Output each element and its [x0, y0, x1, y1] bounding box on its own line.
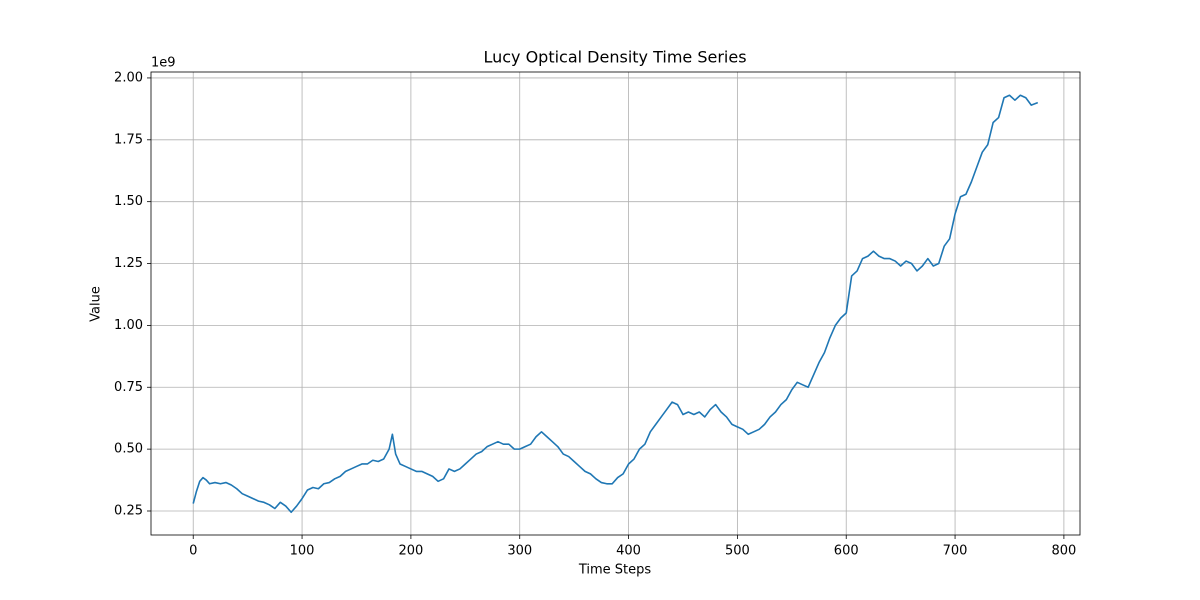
- y-offset-text: 1e9: [151, 56, 176, 71]
- x-tick-label: 0: [189, 544, 197, 559]
- x-tick-label: 500: [725, 544, 750, 559]
- y-tick-label: 0.50: [114, 442, 143, 457]
- y-axis-label: Value: [89, 286, 104, 322]
- x-tick-label: 300: [507, 544, 532, 559]
- y-tick-label: 1.75: [114, 132, 143, 147]
- x-tick-label: 100: [290, 544, 315, 559]
- x-tick-label: 400: [616, 544, 641, 559]
- y-tick-label: 0.75: [114, 380, 143, 395]
- data-line: [192, 94, 1039, 514]
- y-tick-label: 0.25: [114, 503, 143, 518]
- x-tick-label: 600: [834, 544, 859, 559]
- y-tick-label: 1.25: [114, 256, 143, 271]
- y-tick-label: 1.00: [114, 318, 143, 333]
- plot-frame: [150, 71, 1081, 536]
- x-axis-label: Time Steps: [578, 563, 652, 578]
- chart-title: Lucy Optical Density Time Series: [483, 48, 746, 67]
- x-tick-label: 200: [398, 544, 423, 559]
- x-tick-label: 800: [1051, 544, 1076, 559]
- y-tick-label: 1.50: [114, 194, 143, 209]
- x-tick-label: 700: [943, 544, 968, 559]
- y-tick-label: 2.00: [114, 70, 143, 85]
